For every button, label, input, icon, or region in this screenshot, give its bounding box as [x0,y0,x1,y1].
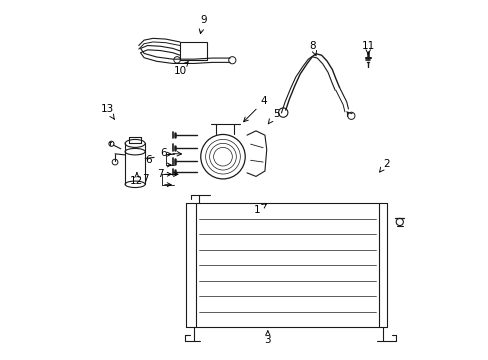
Text: 6: 6 [145,154,152,165]
Text: 7: 7 [142,175,148,184]
Text: 11: 11 [361,41,374,54]
Text: 3: 3 [264,331,270,345]
Text: 1: 1 [253,204,266,216]
Text: 2: 2 [379,159,388,172]
Text: 9: 9 [199,15,206,33]
Text: 6: 6 [160,148,181,158]
Text: 4: 4 [243,96,267,122]
Text: 12: 12 [130,173,143,186]
Bar [180,42,206,60]
Text: 13: 13 [101,104,114,119]
Text: 7: 7 [157,169,178,179]
Text: 5: 5 [268,109,279,124]
Text: 8: 8 [309,41,316,56]
Text: 10: 10 [173,62,188,76]
